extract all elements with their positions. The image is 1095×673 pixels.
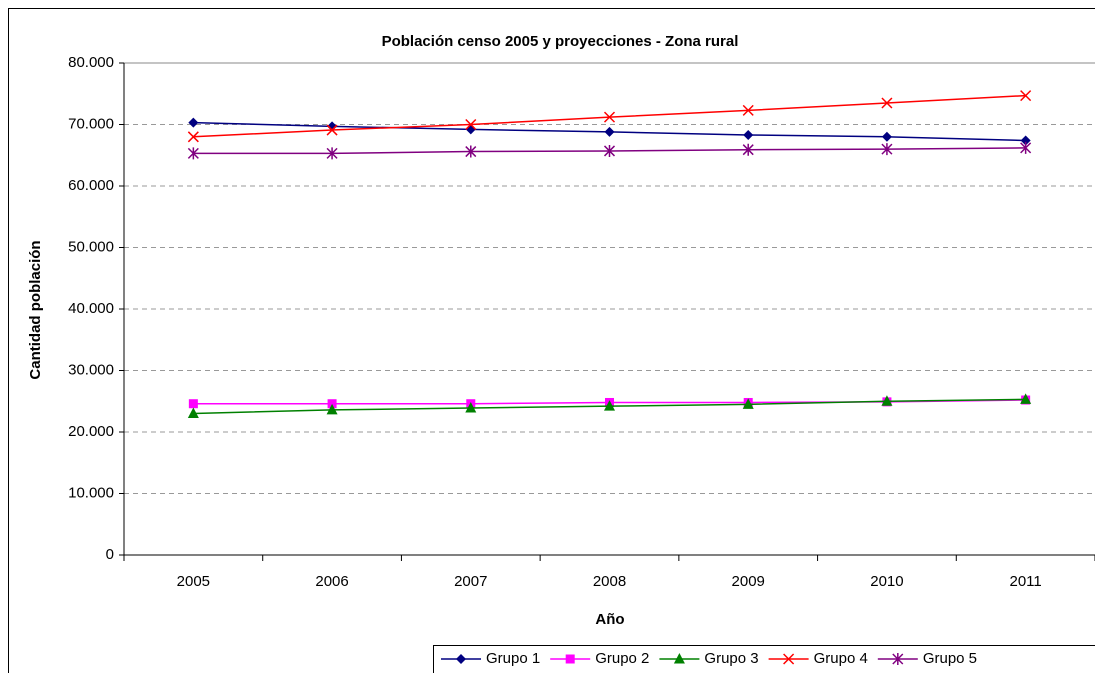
- marker: [881, 143, 893, 156]
- marker: [881, 131, 892, 142]
- x-tick-label: 2010: [870, 573, 903, 590]
- y-tick-label: 0: [106, 546, 114, 563]
- marker: [742, 143, 754, 156]
- marker: [1020, 141, 1032, 154]
- legend-label: Grupo 4: [814, 650, 868, 667]
- legend-label: Grupo 1: [486, 650, 540, 667]
- legend-label: Grupo 2: [595, 650, 649, 667]
- marker: [743, 129, 754, 140]
- legend-label: Grupo 5: [923, 650, 977, 667]
- marker: [327, 399, 337, 409]
- x-tick-label: 2011: [1010, 573, 1042, 590]
- marker: [456, 654, 466, 664]
- x-tick-label: 2006: [315, 573, 348, 590]
- marker: [187, 147, 199, 160]
- marker: [881, 395, 893, 406]
- y-tick-label: 80.000: [68, 54, 114, 71]
- marker: [465, 145, 477, 158]
- marker: [1020, 393, 1032, 404]
- marker: [326, 403, 338, 415]
- marker: [1020, 135, 1031, 146]
- marker: [187, 131, 199, 143]
- y-axis-label: Cantidad población: [27, 240, 44, 379]
- marker: [465, 118, 477, 131]
- y-tick-label: 40.000: [68, 300, 114, 317]
- y-tick-label: 20.000: [68, 423, 114, 440]
- x-tick-label: 2005: [177, 573, 210, 590]
- y-tick-label: 70.000: [68, 115, 114, 132]
- marker: [892, 653, 904, 665]
- chart-frame: [8, 8, 1095, 673]
- legend-box: [433, 645, 1095, 673]
- marker: [326, 124, 338, 136]
- marker: [742, 398, 754, 409]
- chart-title: Población censo 2005 y proyecciones - Zo…: [382, 33, 739, 50]
- y-tick-label: 50.000: [68, 238, 114, 255]
- x-tick-label: 2007: [454, 573, 487, 590]
- marker: [327, 121, 338, 132]
- marker: [604, 400, 615, 411]
- marker: [465, 402, 477, 413]
- y-tick-label: 60.000: [68, 177, 114, 194]
- x-axis-label: Año: [595, 611, 624, 628]
- marker: [188, 117, 199, 128]
- y-tick-label: 30.000: [68, 361, 114, 378]
- legend-label: Grupo 3: [704, 650, 758, 667]
- marker: [603, 144, 616, 157]
- marker: [187, 407, 199, 419]
- marker: [326, 147, 338, 160]
- x-tick-label: 2008: [593, 573, 626, 590]
- marker: [742, 104, 754, 116]
- y-tick-label: 10.000: [68, 484, 114, 501]
- marker: [673, 653, 685, 664]
- marker: [565, 654, 575, 664]
- marker: [881, 97, 893, 109]
- marker: [604, 126, 615, 137]
- x-tick-label: 2009: [732, 573, 765, 590]
- marker: [1020, 90, 1032, 102]
- marker: [603, 111, 616, 123]
- marker: [783, 653, 795, 665]
- marker: [188, 399, 198, 409]
